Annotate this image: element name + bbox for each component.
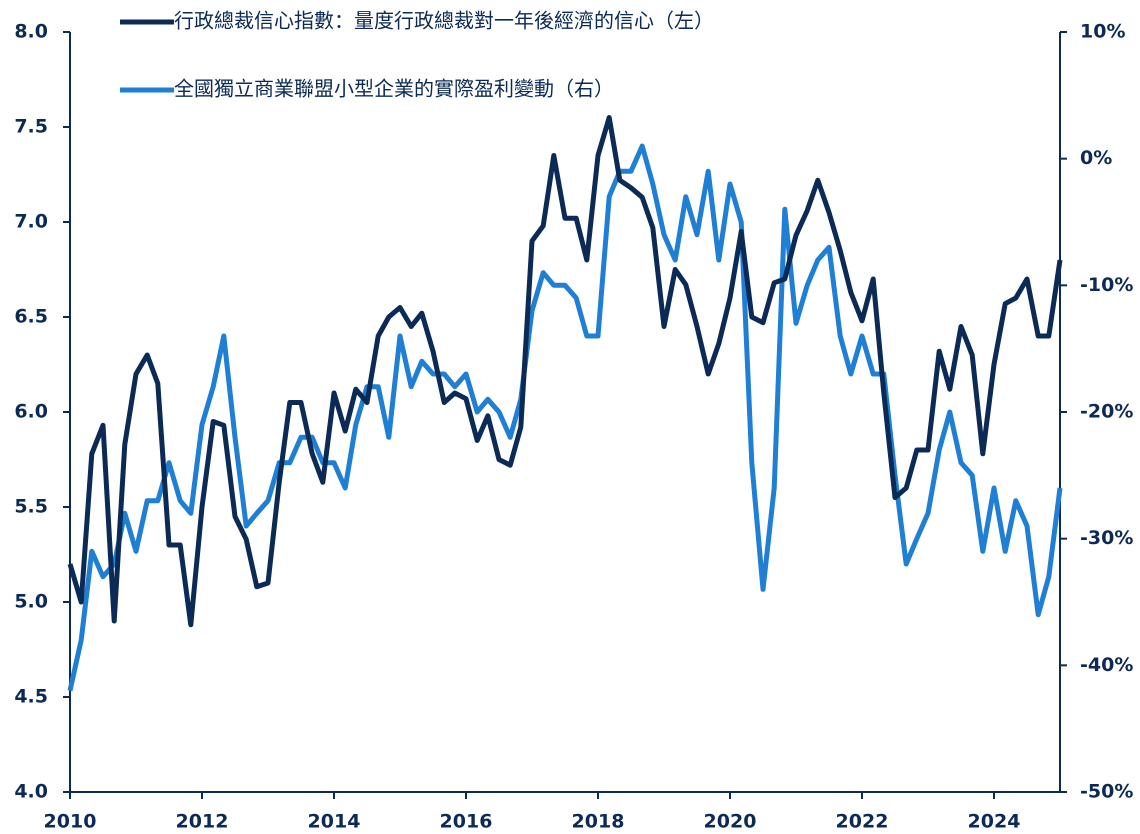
y2-tick-label: -30% bbox=[1080, 527, 1133, 549]
y2-tick-label: -20% bbox=[1080, 401, 1133, 423]
y-tick-label: 5.0 bbox=[14, 591, 48, 613]
y-tick-label: 6.5 bbox=[14, 306, 48, 328]
y-tick-label: 7.0 bbox=[14, 211, 48, 233]
series-line bbox=[67, 115, 1063, 628]
y-tick-label: 6.0 bbox=[14, 401, 48, 423]
y2-tick-label: -10% bbox=[1080, 274, 1133, 296]
y-tick-label: 4.0 bbox=[14, 781, 48, 803]
x-tick-label: 2014 bbox=[308, 811, 361, 833]
y2-tick-label: 0% bbox=[1080, 147, 1112, 169]
x-tick-label: 2020 bbox=[704, 811, 757, 833]
y2-tick-label: -40% bbox=[1080, 654, 1133, 676]
y-tick-label: 8.0 bbox=[14, 21, 48, 43]
y-tick-label: 7.5 bbox=[14, 116, 48, 138]
y2-tick-label: 10% bbox=[1080, 21, 1125, 43]
series-line bbox=[67, 143, 1063, 692]
y-tick-label: 4.5 bbox=[14, 686, 48, 708]
y2-tick-label: -50% bbox=[1080, 781, 1133, 803]
legend-label: 行政總裁信心指數：量度行政總裁對一年後經濟的信心（左） bbox=[174, 9, 714, 33]
x-tick-label: 2010 bbox=[44, 811, 97, 833]
x-tick-label: 2016 bbox=[440, 811, 493, 833]
x-tick-label: 2024 bbox=[968, 811, 1021, 833]
y-tick-label: 5.5 bbox=[14, 496, 48, 518]
x-tick-label: 2022 bbox=[836, 811, 889, 833]
x-tick-label: 2018 bbox=[572, 811, 625, 833]
legend-label: 全國獨立商業聯盟小型企業的實際盈利變動（右） bbox=[174, 77, 614, 101]
x-tick-label: 2012 bbox=[176, 811, 229, 833]
